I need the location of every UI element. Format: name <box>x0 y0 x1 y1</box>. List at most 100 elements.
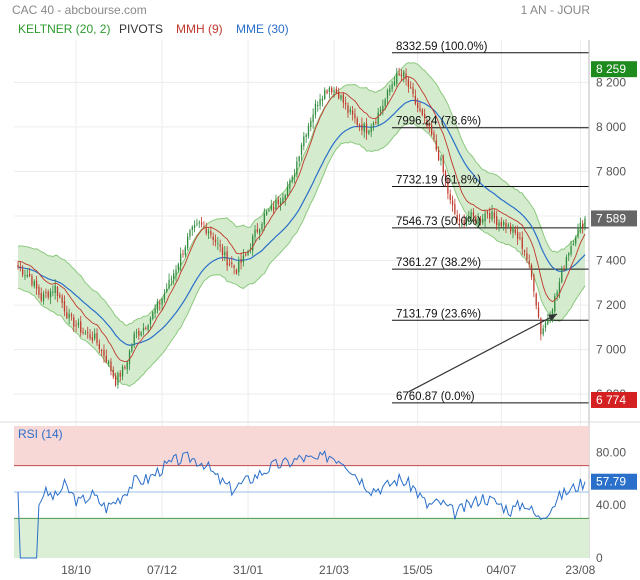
candle-body <box>484 213 486 222</box>
candle-body <box>447 179 449 194</box>
candle-body <box>421 110 423 116</box>
candle-body <box>424 113 426 119</box>
candle-body <box>40 293 42 301</box>
y-tick-label: 7 200 <box>596 298 626 312</box>
candle-body <box>451 200 454 206</box>
candle-body <box>514 229 516 233</box>
candle-body <box>489 212 491 219</box>
y-tick-label: 7 800 <box>596 164 626 178</box>
candle-body <box>221 247 224 256</box>
candle-body <box>516 231 519 239</box>
rsi-line <box>17 449 586 559</box>
candle-body <box>224 251 226 256</box>
candle-body <box>256 229 258 232</box>
candle-body <box>568 253 570 256</box>
candle-body <box>114 375 117 386</box>
candle-body <box>523 250 526 252</box>
fib-label: 7996.24 (78.6%) <box>396 116 481 128</box>
candle-body <box>33 281 35 286</box>
candle-body <box>426 119 428 127</box>
candle-body <box>279 201 282 206</box>
candle-body <box>54 285 56 293</box>
candle-body <box>468 216 470 220</box>
candle-body <box>310 120 312 127</box>
candle-body <box>347 105 349 113</box>
candle-body <box>482 219 484 223</box>
badge-low-label: 6 774 <box>596 393 626 407</box>
candle-body <box>152 312 154 319</box>
candle-body <box>147 325 149 330</box>
candle-body <box>217 243 219 245</box>
legend-mmh: MMH (9) <box>176 22 223 36</box>
candle-body <box>537 307 540 318</box>
candle-body <box>363 123 365 132</box>
x-axis: 18/10 07/12 31/01 21/03 15/05 04/07 23/08 <box>61 563 596 577</box>
candle-body <box>328 87 331 92</box>
candle-body <box>512 227 514 233</box>
candle-body <box>456 215 458 220</box>
mmh-line <box>17 76 586 363</box>
legend: KELTNER (20, 2) PIVOTS MMH (9) MME (30) <box>18 22 289 36</box>
candle-body <box>435 140 437 150</box>
candle-body <box>135 332 138 334</box>
mme-line-group <box>17 99 586 346</box>
candle-body <box>26 274 28 277</box>
candle-body <box>289 180 291 189</box>
candle-body <box>340 95 342 100</box>
candle-body <box>526 252 528 260</box>
candle-body <box>305 134 307 138</box>
candle-body <box>89 334 91 339</box>
candle-body <box>479 218 482 222</box>
candle-body <box>382 105 384 112</box>
x-tick-label: 23/08 <box>565 563 595 577</box>
candle-body <box>449 194 451 201</box>
candle-body <box>270 205 272 210</box>
candle-body <box>465 219 468 226</box>
candle-body <box>554 295 556 312</box>
candle-body <box>361 124 363 131</box>
candle-body <box>333 90 335 93</box>
candle-body <box>91 337 94 341</box>
rsi-title: RSI (14) <box>18 427 63 441</box>
candle-body <box>577 227 579 237</box>
candle-body <box>317 104 319 106</box>
price-badges: 8 259 7 589 6 774 <box>591 61 637 408</box>
candle-body <box>486 211 489 214</box>
candle-body <box>80 321 82 333</box>
candle-body <box>540 318 542 335</box>
candle-body <box>393 81 396 86</box>
candle-body <box>398 73 400 76</box>
candle-body <box>61 296 63 303</box>
candle-body <box>293 174 296 177</box>
candle-body <box>331 87 333 93</box>
candle-body <box>491 211 493 220</box>
candle-body <box>430 125 433 135</box>
candle-body <box>170 278 173 280</box>
candle-body <box>161 299 163 305</box>
candle-body <box>284 195 286 200</box>
badge-high-label: 8 259 <box>596 62 626 76</box>
candle-body <box>303 136 305 147</box>
candle-body <box>38 287 40 295</box>
candle-body <box>101 349 103 351</box>
fib-label: 7361.27 (38.2%) <box>396 257 481 269</box>
keltner-lower-line <box>17 122 586 387</box>
candle-body <box>575 237 577 244</box>
candle-body <box>519 237 521 239</box>
candle-body <box>156 301 159 310</box>
candle-body <box>168 279 170 288</box>
candle-body <box>377 112 379 124</box>
candle-body <box>261 223 263 230</box>
candle-body <box>205 228 207 234</box>
candle-body <box>428 124 430 127</box>
candle-body <box>544 322 547 328</box>
candle-body <box>565 257 568 269</box>
candle-body <box>63 301 66 312</box>
candle-body <box>166 288 168 292</box>
candle-body <box>505 222 507 228</box>
candle-body <box>503 222 505 226</box>
candle-body <box>249 248 252 250</box>
candle-body <box>440 157 442 161</box>
fibonacci-labels: 8332.59 (100.0%) 7996.24 (78.6%) 7732.19 (… <box>396 41 488 403</box>
